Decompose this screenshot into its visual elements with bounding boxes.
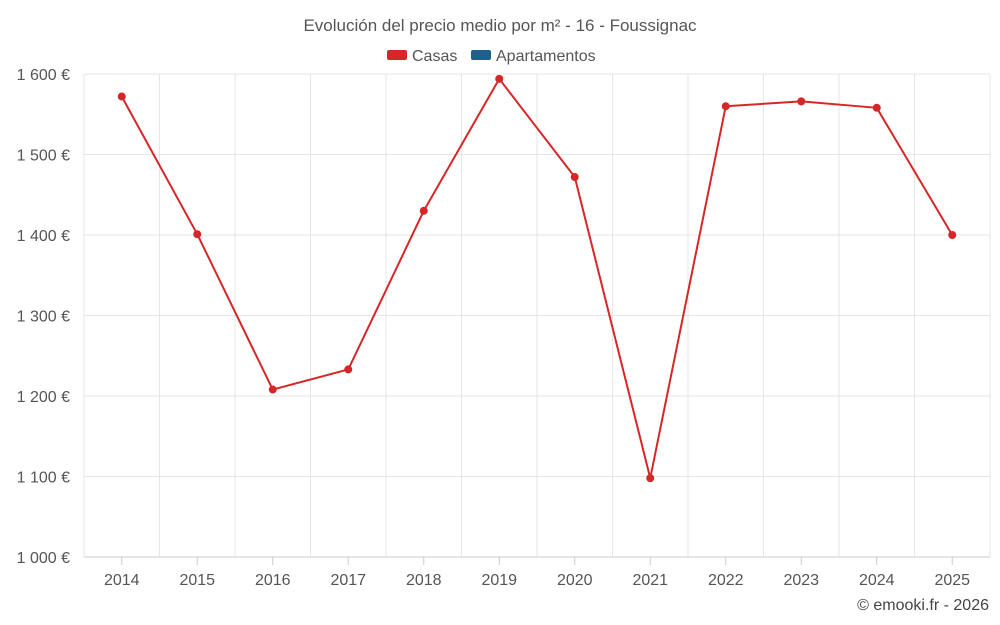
data-point-casas-2025[interactable] bbox=[948, 231, 957, 239]
y-tick-label: 1 400 € bbox=[17, 228, 70, 245]
y-tick-label: 1 500 € bbox=[17, 148, 70, 165]
series-casas bbox=[117, 74, 957, 483]
data-point-casas-2021[interactable] bbox=[646, 474, 655, 483]
x-tick-label: 2017 bbox=[330, 572, 366, 589]
legend: Casas Apartamentos bbox=[387, 48, 596, 65]
chart-title: Evolución del precio medio por m² - 16 -… bbox=[303, 16, 697, 35]
x-axis: 2014 2015 2016 2017 2018 2019 2020 2021 2022 2023… bbox=[104, 557, 970, 589]
x-tick-label: 2016 bbox=[255, 572, 291, 589]
legend-swatch-casas bbox=[387, 50, 407, 60]
legend-item-apartamentos[interactable]: Apartamentos bbox=[471, 48, 596, 65]
y-tick-label: 1 000 € bbox=[17, 550, 70, 567]
x-tick-label: 2021 bbox=[632, 572, 668, 589]
x-tick-label: 2019 bbox=[481, 572, 517, 589]
credit-text: © emooki.fr - 2026 bbox=[857, 597, 989, 614]
x-tick-label: 2024 bbox=[859, 572, 895, 589]
x-tick-label: 2015 bbox=[179, 572, 215, 589]
y-axis: 1 000 € 1 100 € 1 200 € 1 300 € 1 400 € 1 500… bbox=[17, 67, 70, 567]
data-point-casas-2018[interactable] bbox=[419, 206, 428, 215]
legend-label-apartamentos: Apartamentos bbox=[496, 48, 596, 65]
data-point-casas-2019[interactable] bbox=[495, 74, 504, 83]
legend-swatch-apartamentos bbox=[471, 50, 491, 60]
y-tick-label: 1 100 € bbox=[17, 470, 70, 487]
data-point-casas-2020[interactable] bbox=[570, 173, 579, 182]
grid-lines bbox=[83, 73, 991, 558]
data-point-casas-2014[interactable] bbox=[117, 92, 126, 101]
legend-label-casas: Casas bbox=[412, 48, 457, 65]
x-tick-label: 2022 bbox=[708, 572, 744, 589]
x-tick-label: 2014 bbox=[104, 572, 140, 589]
x-tick-label: 2025 bbox=[934, 572, 970, 589]
data-point-casas-2017[interactable] bbox=[344, 365, 353, 374]
data-point-casas-2024[interactable] bbox=[872, 103, 881, 112]
legend-item-casas[interactable]: Casas bbox=[387, 48, 457, 65]
x-tick-label: 2020 bbox=[557, 572, 593, 589]
y-tick-label: 1 300 € bbox=[17, 309, 70, 326]
y-tick-label: 1 200 € bbox=[17, 389, 70, 406]
series-line-casas bbox=[120, 77, 954, 480]
y-tick-label: 1 600 € bbox=[17, 67, 70, 84]
data-point-casas-2023[interactable] bbox=[797, 97, 806, 106]
data-point-casas-2022[interactable] bbox=[721, 102, 730, 111]
data-point-casas-2015[interactable] bbox=[193, 230, 202, 239]
data-point-casas-2016[interactable] bbox=[268, 385, 277, 394]
x-tick-label: 2018 bbox=[406, 572, 442, 589]
x-tick-label: 2023 bbox=[783, 572, 819, 589]
